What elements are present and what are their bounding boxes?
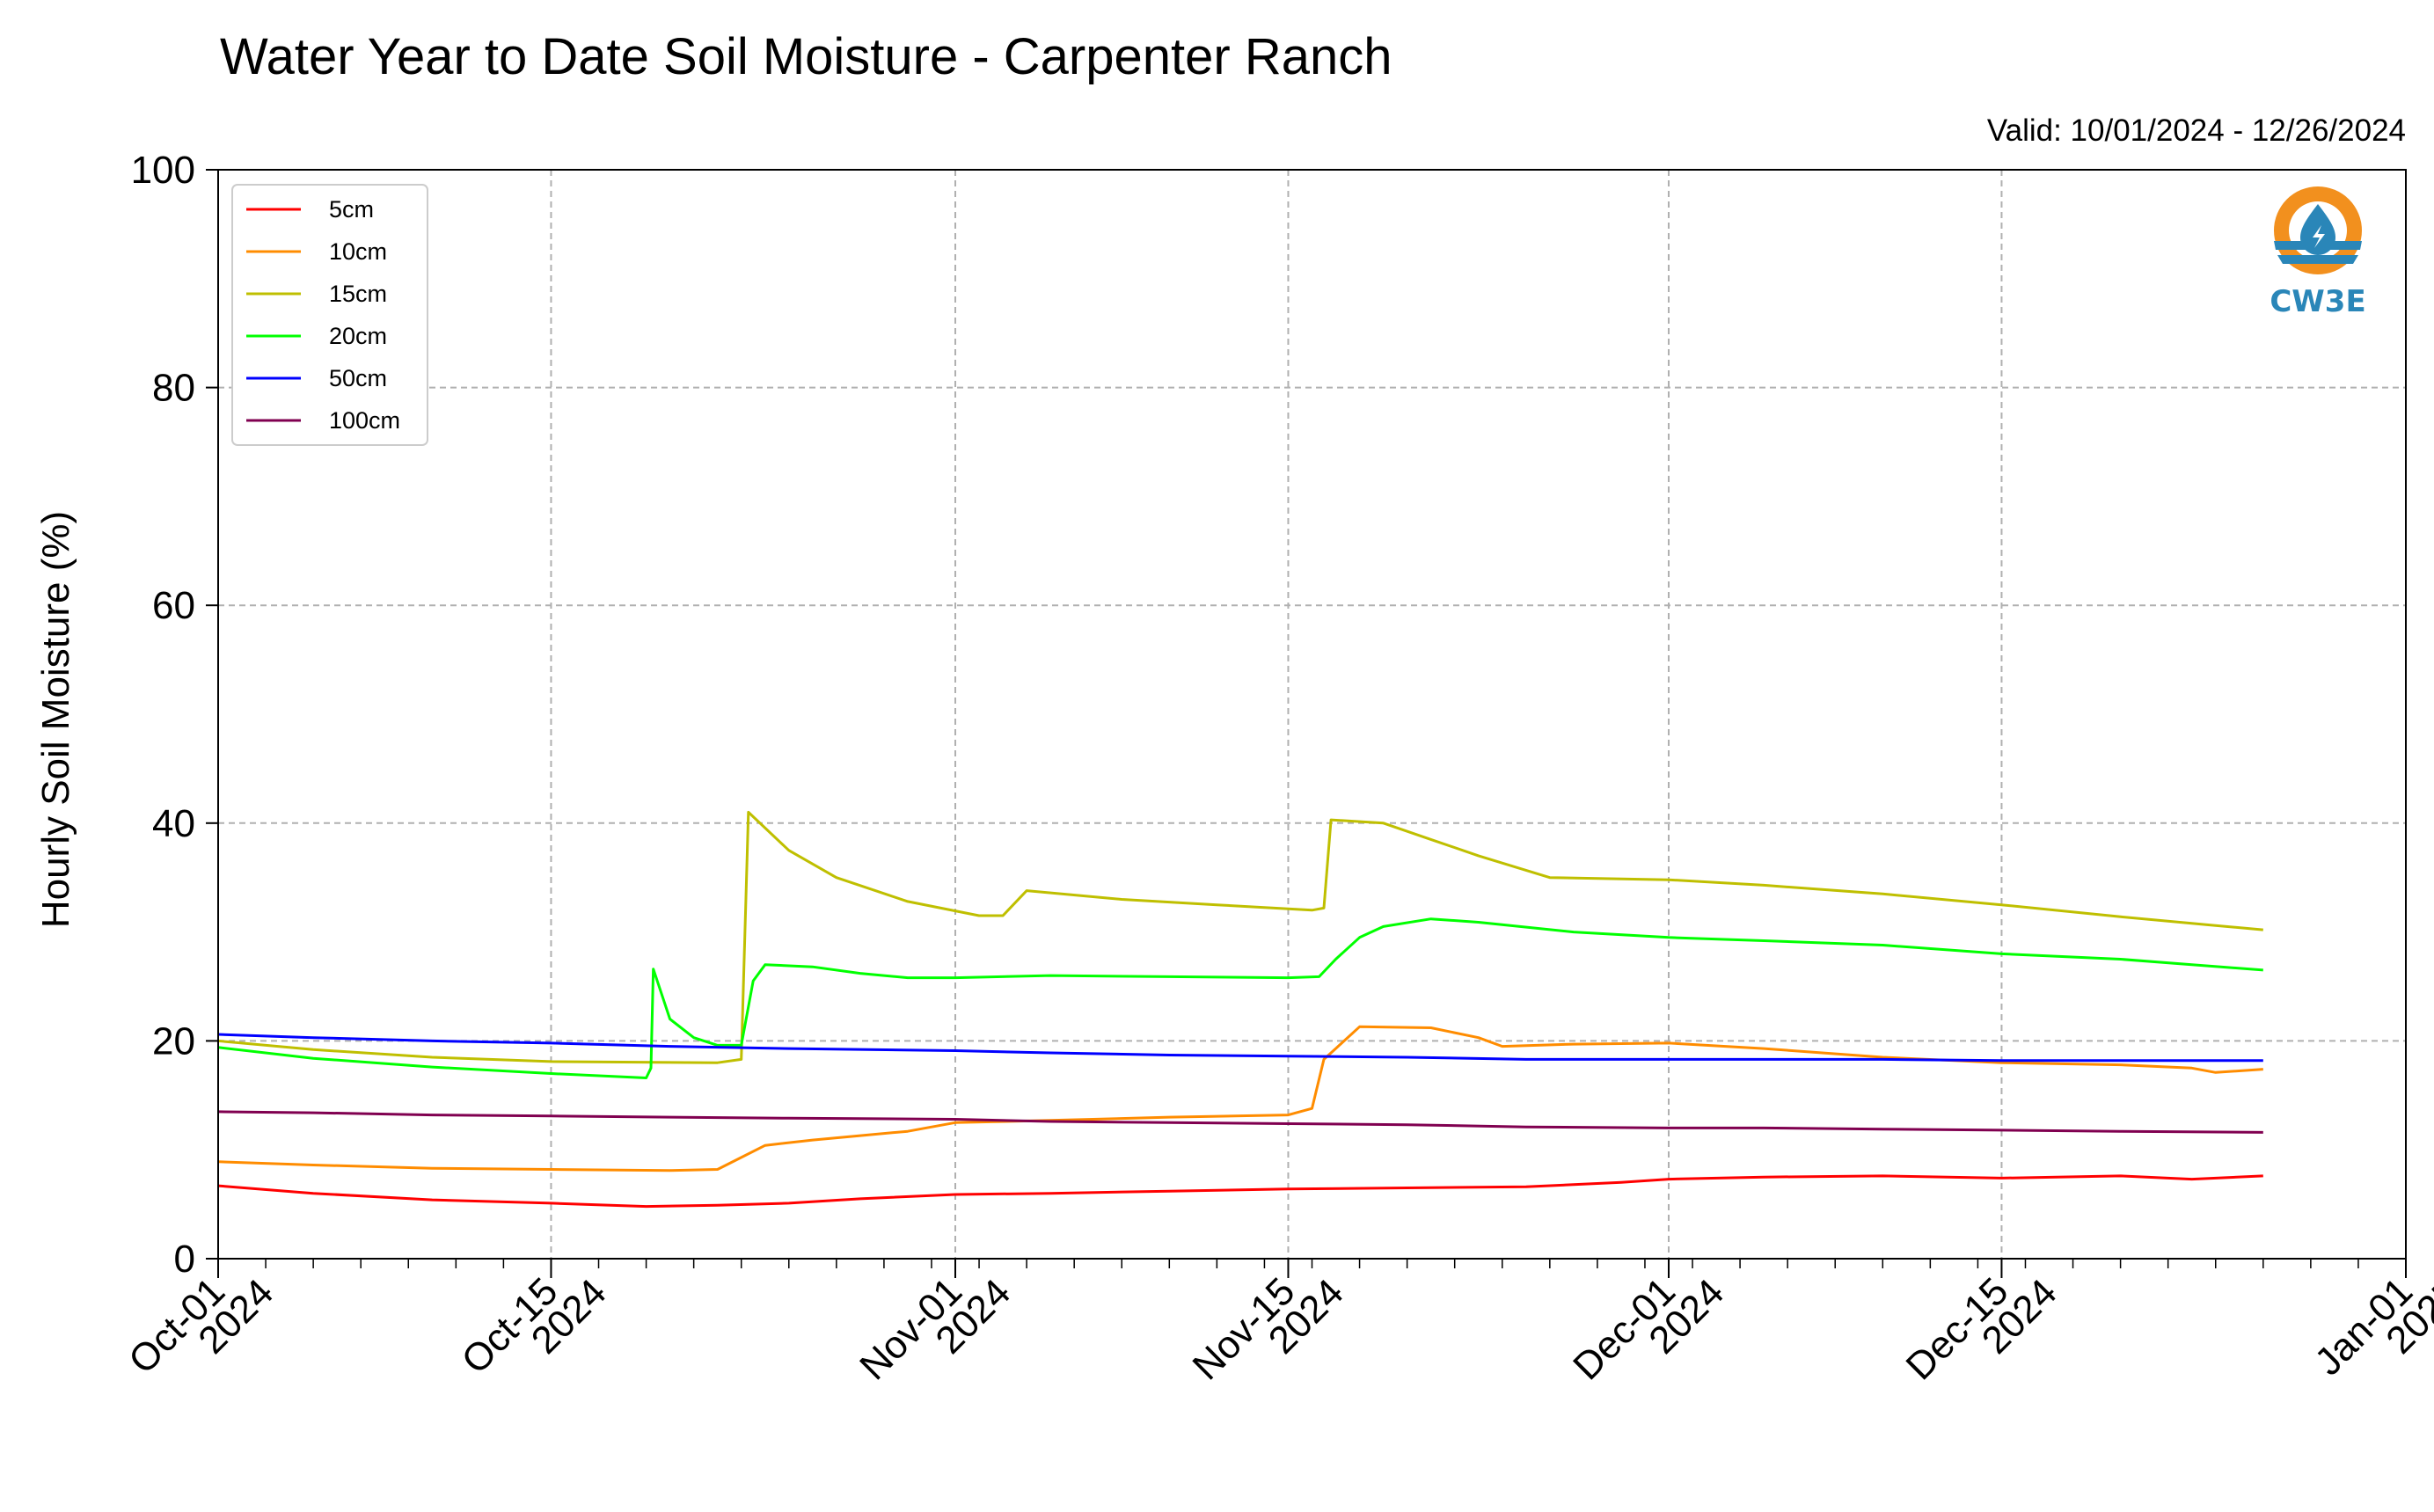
legend-label-5cm: 5cm <box>329 196 374 223</box>
y-axis-label: Hourly Soil Moisture (%) <box>34 511 77 928</box>
y-tick-labels: 0 20 40 60 80 100 <box>131 149 195 1281</box>
legend-box <box>231 184 428 446</box>
y-tick-label: 40 <box>152 802 195 845</box>
series-line-15cm <box>217 810 2263 1064</box>
grid-lines <box>218 170 2406 1259</box>
legend-label-10cm: 10cm <box>329 238 387 265</box>
y-tick-label: 60 <box>152 584 195 627</box>
logo-text: CW3E <box>2270 284 2365 319</box>
cw3e-logo: CW3E <box>2270 186 2366 319</box>
logo-water-drop-icon <box>2300 204 2335 255</box>
valid-date-range: Valid: 10/01/2024 - 12/26/2024 <box>1987 113 2406 148</box>
y-tick-label: 80 <box>152 367 195 410</box>
legend-label-20cm: 20cm <box>329 323 387 349</box>
series-line-10cm <box>217 1025 2263 1172</box>
series-line-5cm <box>217 1174 2263 1209</box>
series-line-20cm <box>217 917 2263 1079</box>
legend: 5cm 10cm 15cm 20cm 50cm 100cm <box>231 184 428 446</box>
y-tick-label: 100 <box>131 149 195 192</box>
chart-title: Water Year to Date Soil Moisture - Carpe… <box>220 28 1392 85</box>
y-tick-label: 0 <box>174 1238 195 1281</box>
legend-label-100cm: 100cm <box>329 407 400 434</box>
plot-frame <box>217 169 2407 1260</box>
legend-label-15cm: 15cm <box>329 281 387 307</box>
legend-label-50cm: 50cm <box>329 365 387 391</box>
y-tick-label: 20 <box>152 1019 195 1063</box>
series-line-100cm <box>217 1110 2263 1134</box>
series-line-50cm <box>217 1033 2263 1063</box>
series-layer <box>217 810 2263 1209</box>
axis-ticks <box>206 169 2407 1278</box>
